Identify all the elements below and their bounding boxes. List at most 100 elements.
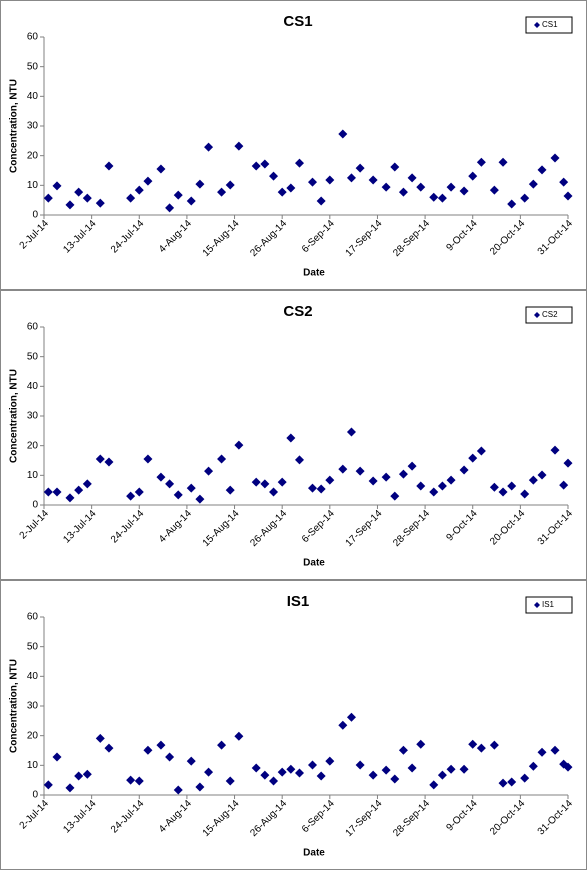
data-point [195, 179, 205, 189]
chart-title: IS1 [287, 593, 310, 610]
data-point [52, 487, 62, 497]
data-point [437, 481, 447, 491]
data-point [217, 187, 227, 197]
data-point [476, 446, 486, 456]
data-point [65, 200, 75, 210]
data-point [82, 193, 92, 203]
data-point [498, 487, 508, 497]
data-point [126, 491, 136, 501]
data-point [446, 764, 456, 774]
data-point [295, 455, 305, 465]
data-point [269, 487, 279, 497]
data-point [143, 176, 153, 186]
panel-border [0, 0, 587, 290]
data-point [286, 183, 296, 193]
data-point [459, 764, 469, 774]
data-point [307, 177, 317, 187]
y-tick-label: 40 [27, 671, 39, 682]
legend-label: CS2 [542, 310, 558, 319]
data-point [165, 479, 175, 489]
y-tick-label: 60 [27, 322, 39, 333]
data-point [550, 153, 560, 163]
data-point [43, 193, 53, 203]
data-point [390, 162, 400, 172]
data-point [260, 479, 270, 489]
data-point [325, 756, 335, 766]
data-point [563, 458, 573, 468]
y-tick-label: 20 [27, 150, 39, 161]
y-tick-label: 0 [32, 210, 38, 221]
data-point [416, 182, 426, 192]
data-point [269, 776, 279, 786]
y-tick-label: 20 [27, 730, 39, 741]
x-axis-title: Date [303, 268, 325, 279]
y-tick-label: 50 [27, 351, 39, 362]
y-tick-label: 10 [27, 470, 39, 481]
data-point [286, 764, 296, 774]
data-point [537, 470, 547, 480]
legend-box [525, 596, 573, 614]
data-point [134, 185, 144, 195]
data-point [126, 775, 136, 785]
data-point [338, 464, 348, 474]
data-point [65, 493, 75, 503]
data-point [104, 743, 114, 753]
data-point [520, 193, 530, 203]
data-point [286, 433, 296, 443]
data-point [95, 454, 105, 464]
data-point [52, 181, 62, 191]
data-point [381, 182, 391, 192]
data-point [563, 191, 573, 201]
panel-border [0, 580, 587, 870]
data-point [550, 445, 560, 455]
data-point [468, 453, 478, 463]
data-point [316, 771, 326, 781]
data-point [277, 767, 287, 777]
data-point [528, 475, 538, 485]
data-point [52, 752, 62, 762]
data-point [537, 165, 547, 175]
data-point [390, 491, 400, 501]
y-tick-label: 60 [27, 32, 39, 43]
data-point [325, 475, 335, 485]
y-tick-label: 40 [27, 381, 39, 392]
data-point [204, 142, 214, 152]
data-point [437, 770, 447, 780]
x-axis-title: Date [303, 558, 325, 569]
legend-marker [534, 602, 540, 608]
data-point [74, 485, 84, 495]
data-point [307, 760, 317, 770]
data-point [307, 483, 317, 493]
y-tick-label: 50 [27, 641, 39, 652]
data-point [346, 712, 356, 722]
legend-label: IS1 [542, 600, 555, 609]
data-point [489, 482, 499, 492]
legend-label: CS1 [542, 20, 558, 29]
data-point [251, 161, 261, 171]
y-tick-label: 30 [27, 701, 39, 712]
chart-title: CS1 [283, 13, 312, 30]
legend-box [525, 16, 573, 34]
data-point [156, 472, 166, 482]
data-point [476, 157, 486, 167]
data-point [507, 199, 517, 209]
data-point [346, 173, 356, 183]
data-point [446, 475, 456, 485]
data-point [528, 761, 538, 771]
data-point [355, 760, 365, 770]
data-point [429, 780, 439, 790]
data-point [165, 203, 175, 213]
data-point [95, 198, 105, 208]
data-point [416, 481, 426, 491]
data-point [550, 745, 560, 755]
data-point [104, 161, 114, 171]
data-point [74, 771, 84, 781]
data-point [346, 427, 356, 437]
data-point [407, 173, 417, 183]
data-point [507, 481, 517, 491]
data-point [195, 782, 205, 792]
data-point [195, 494, 205, 504]
data-point [338, 129, 348, 139]
data-point [368, 175, 378, 185]
